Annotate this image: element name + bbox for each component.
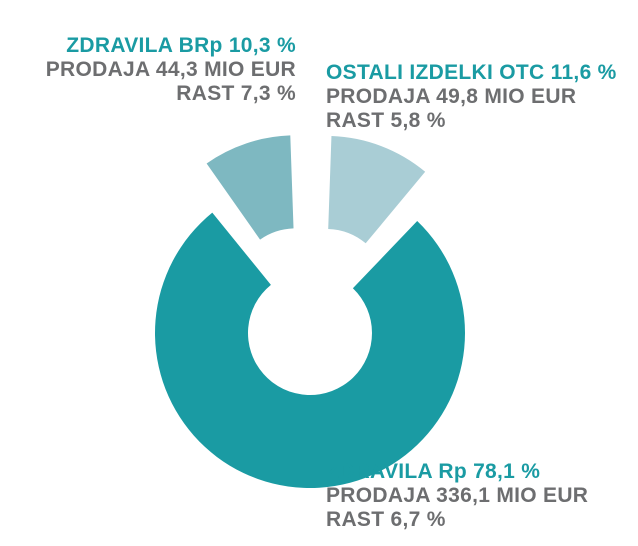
label-rp-title: ZDRAVILA Rp 78,1 % bbox=[326, 460, 541, 483]
label-rp-sales: PRODAJA 336,1 MIO EUR bbox=[326, 484, 589, 507]
label-rp-growth: RAST 6,7 % bbox=[326, 508, 446, 531]
slice-zdravila-brp bbox=[206, 135, 294, 240]
slice-zdravila-rp bbox=[155, 212, 466, 488]
label-brp-sales: PRODAJA 44,3 MIO EUR bbox=[45, 58, 296, 81]
label-zdravila-rp: ZDRAVILA Rp 78,1 % PRODAJA 336,1 MIO EUR… bbox=[326, 460, 588, 532]
label-otc-growth: RAST 5,8 % bbox=[326, 109, 446, 132]
label-otc-title: OSTALI IZDELKI OTC 11,6 % bbox=[326, 61, 617, 84]
label-brp-growth: RAST 7,3 % bbox=[176, 82, 296, 105]
slice-ostali-izdelki-otc bbox=[328, 136, 426, 244]
label-ostali-izdelki-otc: OSTALI IZDELKI OTC 11,6 % PRODAJA 49,8 M… bbox=[326, 61, 617, 133]
label-otc-sales: PRODAJA 49,8 MIO EUR bbox=[326, 85, 577, 108]
label-zdravila-brp: ZDRAVILA BRp 10,3 % PRODAJA 44,3 MIO EUR… bbox=[46, 34, 296, 106]
label-brp-title: ZDRAVILA BRp 10,3 % bbox=[66, 34, 296, 57]
